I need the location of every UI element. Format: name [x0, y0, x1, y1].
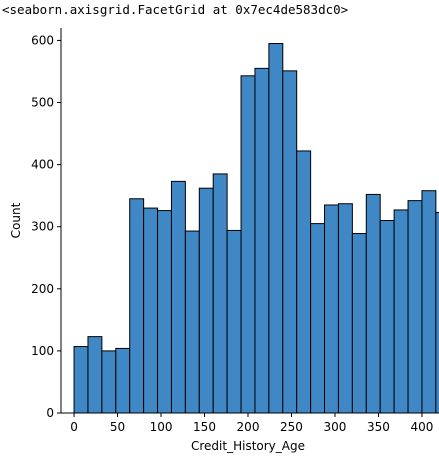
- histogram-bar: [435, 211, 439, 414]
- histogram-bar: [115, 347, 131, 414]
- histogram-bar: [226, 229, 242, 414]
- histogram-bar: [393, 209, 409, 414]
- x-tick-label: 300: [324, 420, 347, 434]
- y-tick-label: 400: [31, 158, 54, 172]
- histogram-bar: [157, 210, 172, 414]
- histogram-bar: [101, 350, 117, 414]
- histogram-bar: [212, 173, 228, 414]
- x-axis-label: Credit_History_Age: [191, 439, 305, 453]
- y-tick-label: 600: [31, 33, 54, 47]
- histogram-bar: [407, 200, 423, 414]
- y-tick-label: 0: [46, 406, 54, 420]
- histogram-bar: [337, 203, 353, 414]
- y-ticks: 0 100 200 300 400 500 600: [31, 33, 61, 420]
- histogram-bar: [421, 190, 437, 414]
- output-repr-text: <seaborn.axisgrid.FacetGrid at 0x7ec4de5…: [2, 2, 349, 17]
- y-tick-label: 500: [31, 96, 54, 110]
- y-axis-label: Count: [9, 202, 23, 238]
- x-ticks: 0 50 100 150 200 250 300 350 400: [70, 413, 433, 434]
- y-tick-label: 200: [31, 282, 54, 296]
- histogram-bar: [351, 233, 367, 414]
- histogram-bar: [240, 75, 256, 414]
- y-tick-label: 100: [31, 344, 54, 358]
- histogram-bar: [282, 70, 298, 414]
- histogram-bar: [254, 67, 270, 414]
- histogram-bar: [73, 346, 89, 414]
- bars-group: [73, 43, 439, 414]
- x-tick-label: 50: [110, 420, 125, 434]
- histogram-bar: [379, 220, 395, 414]
- y-tick-label: 300: [31, 220, 54, 234]
- histogram-bar: [143, 207, 159, 414]
- x-tick-label: 200: [237, 420, 260, 434]
- histogram-bar: [198, 187, 214, 414]
- histogram-bar: [324, 204, 339, 414]
- histogram-bar: [365, 193, 381, 414]
- histogram-bar: [310, 223, 326, 414]
- x-tick-label: 350: [367, 420, 390, 434]
- histogram-bar: [296, 150, 312, 414]
- x-tick-label: 0: [70, 420, 78, 434]
- x-tick-label: 100: [150, 420, 173, 434]
- histogram-bar: [268, 43, 284, 414]
- x-tick-label: 150: [193, 420, 216, 434]
- histogram-bar: [87, 336, 103, 414]
- histogram-bar: [184, 230, 200, 414]
- x-tick-label: 400: [411, 420, 434, 434]
- histogram-bar: [129, 198, 145, 414]
- x-tick-label: 250: [280, 420, 303, 434]
- histogram-bar: [170, 180, 186, 414]
